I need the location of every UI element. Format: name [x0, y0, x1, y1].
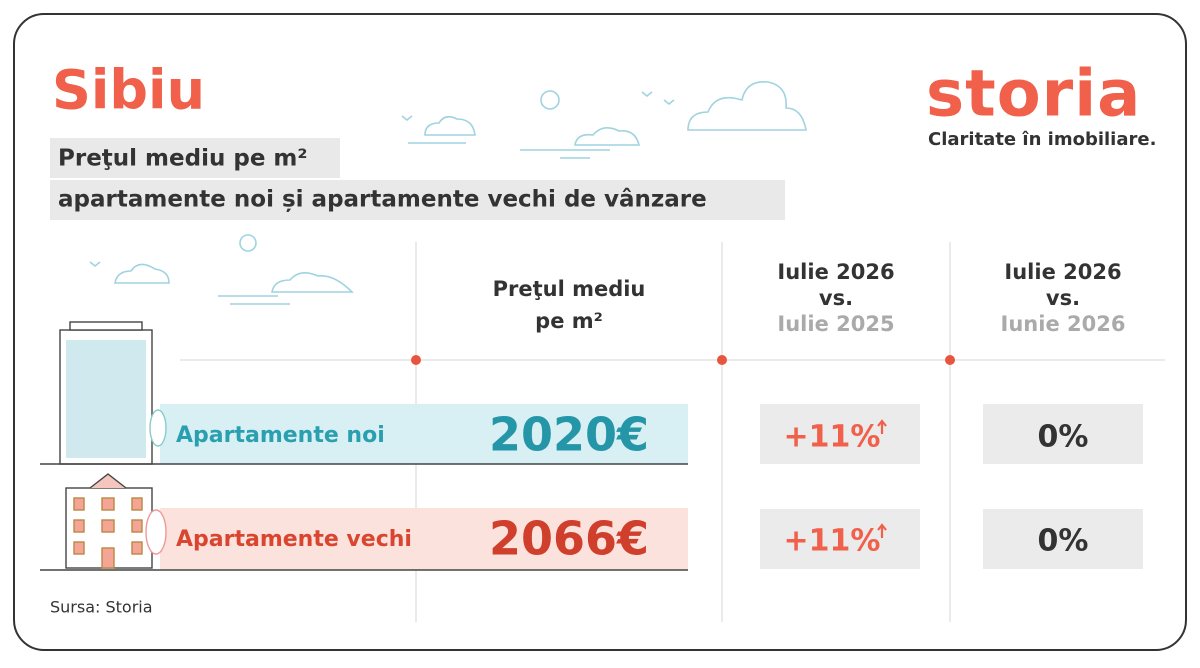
cell-bg	[760, 509, 920, 569]
cell-bg	[760, 404, 920, 464]
column-header: vs.	[819, 286, 853, 310]
column-header: pe m²	[535, 309, 603, 333]
buildings	[40, 321, 688, 571]
mom-change: 0%	[1038, 420, 1089, 455]
subtitle: apartamente noi și apartamente vechi de …	[58, 187, 707, 213]
cell-bg	[983, 404, 1143, 464]
title: Preţul mediu pe m²	[58, 146, 307, 172]
logo: storia	[926, 58, 1141, 132]
yoy-change: +11%	[784, 524, 881, 559]
city-title: Sibiu	[52, 59, 205, 122]
clouds	[89, 81, 807, 305]
cell-bg	[983, 509, 1143, 569]
title-bg	[50, 138, 340, 178]
up-arrow	[877, 523, 887, 538]
price: 2066€	[489, 512, 649, 566]
mom-change: 0%	[1038, 524, 1089, 559]
column-header: Preţul mediu	[493, 277, 646, 301]
dots	[411, 355, 955, 365]
column-header: Iulie 2026	[1004, 260, 1121, 284]
column-header: Iulie 2026	[777, 260, 894, 284]
row-label: Apartamente vechi	[176, 527, 412, 552]
row-band	[160, 508, 688, 570]
column-header: Iunie 2026	[1001, 312, 1126, 336]
title-bg	[50, 180, 785, 220]
column-header: vs.	[1046, 286, 1080, 310]
row-label: Apartamente noi	[176, 423, 385, 448]
source: Sursa: Storia	[50, 598, 153, 617]
logo-tagline: Claritate în imobiliare.	[928, 129, 1156, 150]
row-band	[160, 404, 688, 464]
column-header: Iulie 2025	[777, 312, 894, 336]
yoy-change: +11%	[784, 420, 881, 455]
up-arrow	[877, 419, 887, 434]
price: 2020€	[489, 408, 649, 462]
